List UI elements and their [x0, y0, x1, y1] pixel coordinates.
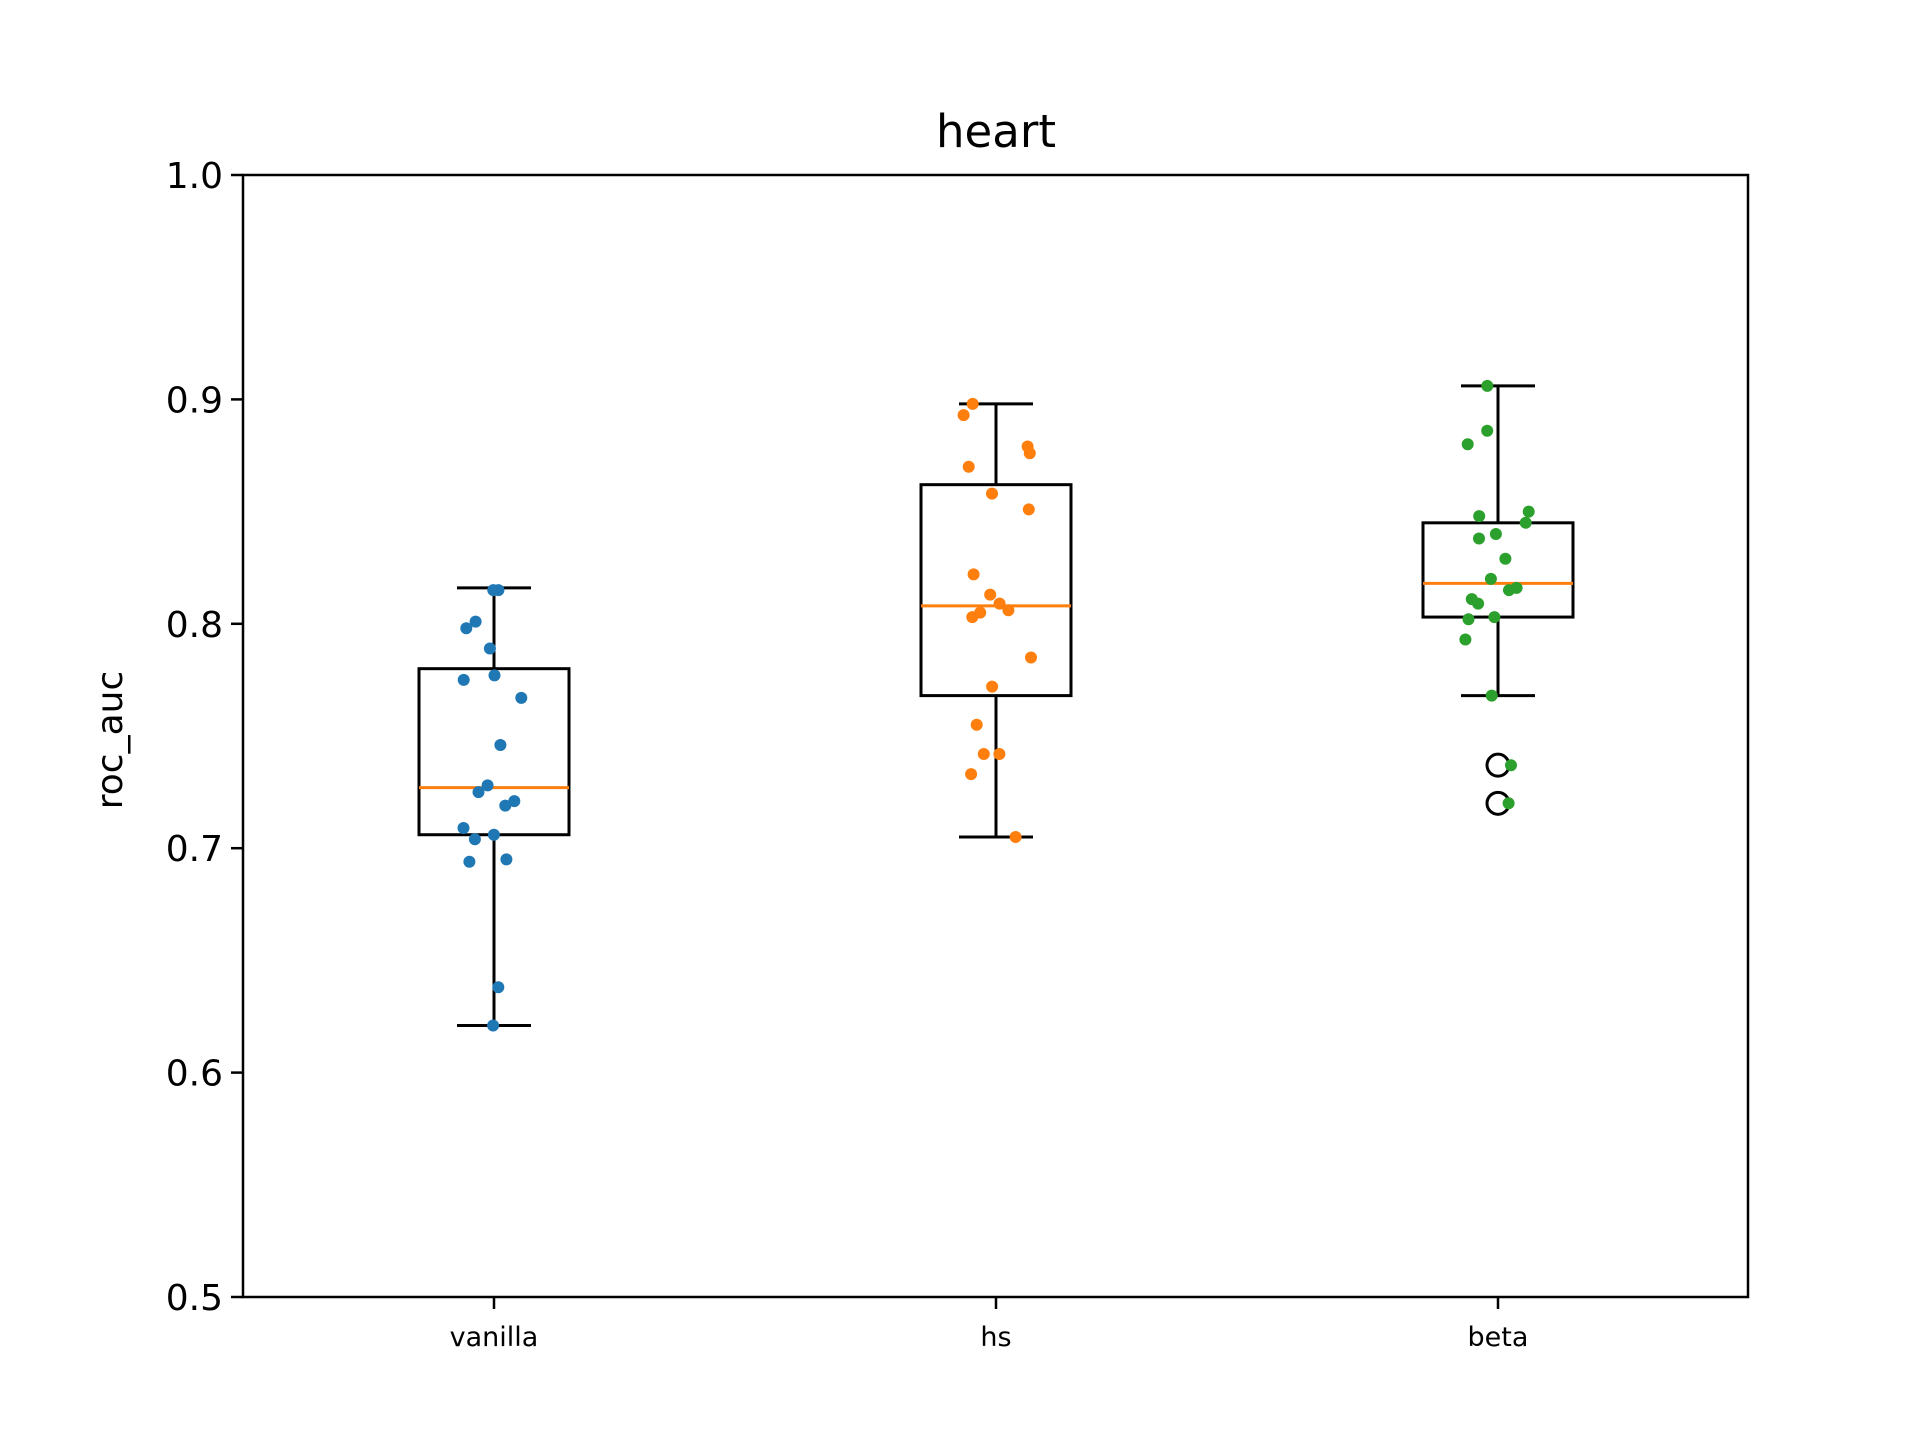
x-tick-label-beta: beta — [1468, 1322, 1529, 1353]
iqr-box — [417, 667, 571, 837]
data-point — [487, 1019, 500, 1032]
data-point — [1472, 597, 1485, 610]
y-tick-label: 0.8 — [166, 605, 223, 646]
data-point — [967, 568, 980, 581]
data-point — [1489, 528, 1502, 540]
points-hs — [957, 397, 1037, 843]
data-point — [500, 853, 513, 866]
y-axis-label: roc_auc — [90, 671, 131, 810]
iqr-box — [919, 483, 1073, 698]
data-point — [977, 748, 990, 760]
y-tick-label: 0.6 — [166, 1054, 223, 1095]
data-point — [492, 584, 505, 597]
data-point — [1505, 759, 1517, 772]
y-tick-label: 0.9 — [166, 380, 223, 421]
y-tick-label: 0.5 — [166, 1278, 223, 1319]
data-point — [966, 397, 979, 410]
data-point — [1488, 611, 1501, 624]
data-point — [1009, 831, 1022, 843]
data-point — [1002, 604, 1015, 617]
data-point — [1485, 689, 1498, 702]
point-layer — [457, 379, 1535, 1032]
data-point — [469, 615, 482, 628]
data-point — [1459, 633, 1472, 646]
data-point — [457, 822, 470, 834]
data-point — [460, 622, 473, 635]
data-point — [1522, 505, 1535, 518]
data-point — [488, 669, 501, 682]
data-point — [492, 981, 505, 994]
box-vanilla — [417, 586, 571, 1027]
box-beta — [1421, 384, 1575, 816]
data-point — [472, 786, 485, 799]
data-point — [515, 691, 528, 704]
x-tick-label-hs: hs — [980, 1322, 1011, 1353]
data-point — [1023, 447, 1036, 460]
data-point — [483, 642, 496, 655]
points-beta — [1459, 379, 1535, 810]
data-point — [1502, 797, 1515, 810]
data-point — [965, 768, 978, 781]
data-point — [1473, 510, 1486, 523]
data-point — [984, 588, 997, 601]
data-point — [962, 460, 975, 473]
data-point — [1519, 516, 1532, 529]
data-point — [1481, 379, 1494, 392]
data-point — [487, 828, 500, 841]
axis-layer: 0.5 0.6 0.7 0.8 0.9 1.0 vanilla hs beta — [166, 156, 1529, 1353]
box-hs — [919, 402, 1073, 839]
data-point — [468, 833, 481, 846]
data-point — [494, 739, 507, 751]
data-point — [499, 799, 512, 812]
data-point — [463, 855, 476, 868]
data-point — [1022, 503, 1035, 516]
x-tick-label-vanilla: vanilla — [450, 1322, 539, 1353]
data-point — [508, 795, 521, 808]
box-layer — [417, 384, 1575, 1027]
data-point — [1499, 552, 1512, 565]
data-point — [1473, 532, 1485, 545]
data-point — [957, 409, 970, 422]
chart-title: heart — [936, 105, 1056, 158]
data-point — [1481, 424, 1494, 437]
data-point — [993, 597, 1006, 610]
data-point — [966, 611, 979, 624]
data-point — [1503, 584, 1515, 597]
data-point — [1462, 613, 1475, 626]
data-point — [986, 680, 999, 693]
data-point — [970, 718, 983, 731]
data-point — [481, 779, 494, 792]
points-vanilla — [457, 584, 528, 1032]
data-point — [1025, 651, 1037, 664]
y-tick-label: 1.0 — [166, 156, 223, 197]
data-point — [457, 673, 470, 686]
data-point — [986, 487, 998, 500]
data-point — [1484, 572, 1497, 585]
y-tick-label: 0.7 — [166, 829, 223, 870]
data-point — [1461, 438, 1474, 451]
data-point — [993, 748, 1006, 760]
